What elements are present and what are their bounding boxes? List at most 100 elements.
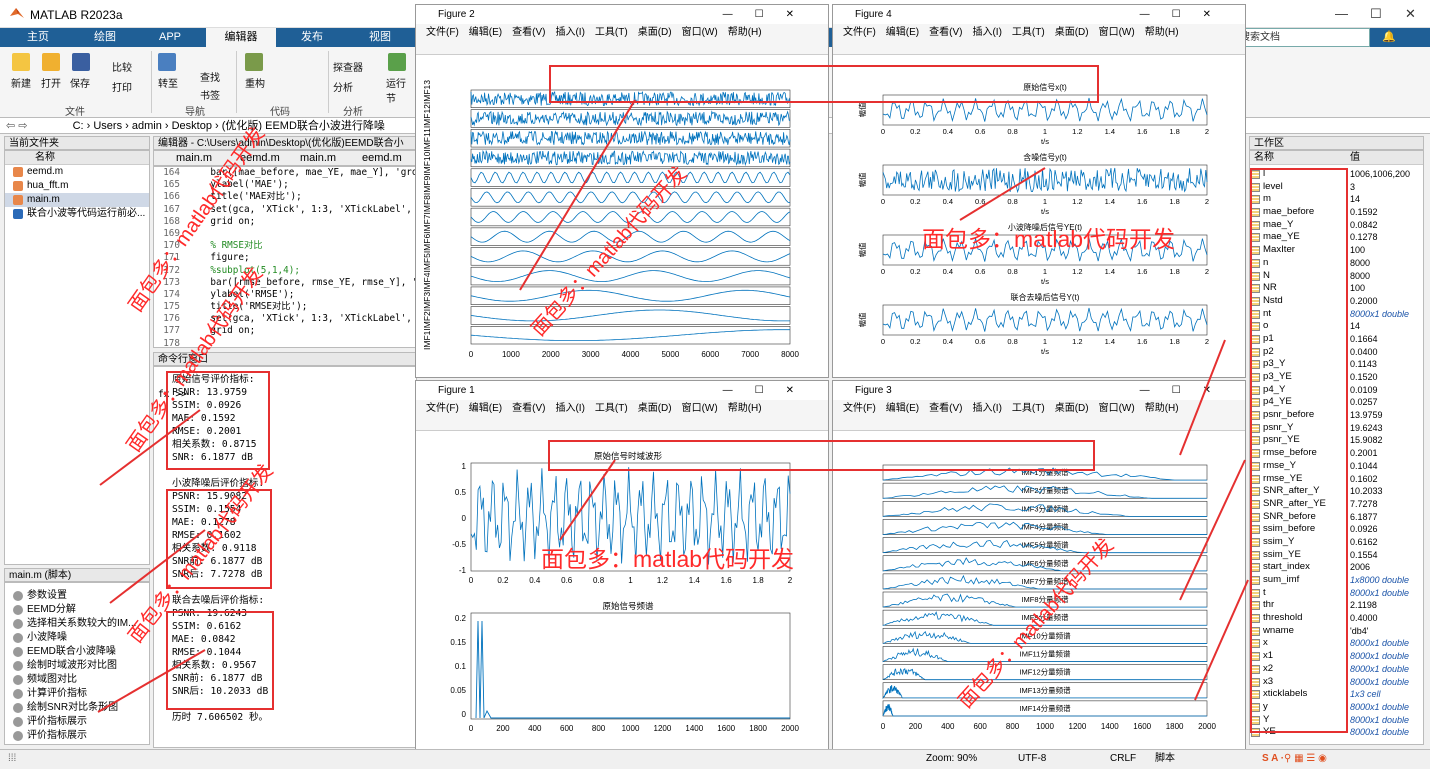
figure-4-window[interactable]: Figure 4 —☐✕ 文件(F) 编辑(E) 查看(V) 插入(I) 工具(T) 桌面(D… <box>832 4 1246 378</box>
window-controls-icon[interactable]: —☐✕ <box>722 9 816 20</box>
bell-icon[interactable]: 🔔 <box>1382 31 1396 43</box>
figure-menu-item[interactable]: 查看(V) <box>929 27 963 38</box>
figure-menu-item[interactable]: 查看(V) <box>512 403 546 414</box>
save-button[interactable]: 保存 <box>70 79 90 90</box>
code-line[interactable]: 170 % RMSE对比 <box>154 240 416 252</box>
figure-menu-item[interactable]: 窗口(W) <box>681 403 718 414</box>
code-line[interactable]: 174 ylabel('RMSE'); <box>154 289 416 301</box>
figure-menu-item[interactable]: 查看(V) <box>929 403 963 414</box>
figure-toolbar[interactable] <box>833 417 1245 431</box>
close-icon[interactable]: ✕ <box>1405 6 1416 21</box>
figure-menu-item[interactable]: 桌面(D) <box>1054 403 1089 414</box>
path-segment[interactable]: Desktop <box>171 120 212 132</box>
resize-grip-icon[interactable]: ⁞⁞⁞ <box>8 753 17 764</box>
find-button[interactable]: 查找 <box>200 73 220 84</box>
figure-menu-item[interactable]: 文件(F) <box>843 403 876 414</box>
figure-menu-item[interactable]: 窗口(W) <box>1098 403 1135 414</box>
figure-menu-item[interactable]: 编辑(E) <box>468 27 503 38</box>
file-item[interactable]: eemd.m <box>5 165 149 179</box>
analyze-button[interactable]: 分析 <box>333 83 353 94</box>
figure-titlebar[interactable]: Figure 1 —☐✕ <box>416 381 828 400</box>
column-name-header[interactable]: 名称 <box>1254 152 1274 163</box>
figure-2-window[interactable]: Figure 2 —☐✕ 文件(F) 编辑(E) 查看(V) 插入(I) 工具(T) 桌面(D… <box>415 4 829 378</box>
compare-button[interactable]: 比较 <box>112 63 132 74</box>
minimize-icon[interactable]: — <box>1335 6 1348 21</box>
outline-item[interactable]: 小波降噪 <box>5 631 149 645</box>
print-button[interactable]: 打印 <box>112 83 132 94</box>
outline-item[interactable]: 选择相关系数较大的IM... <box>5 617 149 631</box>
path-segment[interactable]: (优化版) EEMD联合小波进行降噪 <box>221 120 385 132</box>
editor-tab[interactable]: eemd.m <box>362 152 402 164</box>
code-line[interactable]: 173 bar([rmse_before, rmse_YE, rmse_Y], … <box>154 277 416 289</box>
goto-icon[interactable] <box>158 53 176 71</box>
code-line[interactable]: 166 title('MAE对比'); <box>154 191 416 203</box>
ime-toolbar-icon[interactable]: S A ·⚲ ▦ ☰ ◉ <box>1262 753 1327 764</box>
figure-menu-item[interactable]: 编辑(E) <box>885 403 920 414</box>
file-item[interactable]: main.m <box>5 193 149 207</box>
code-line[interactable]: 168 grid on; <box>154 216 416 228</box>
code-line[interactable]: 165 ylabel('MAE'); <box>154 179 416 191</box>
figure-menu-item[interactable]: 文件(F) <box>426 27 459 38</box>
figure-menu-item[interactable]: 工具(T) <box>1011 27 1045 38</box>
refactor-button[interactable]: 重构 <box>245 79 265 90</box>
editor-tab[interactable]: main.m <box>300 152 337 164</box>
figure-menu-item[interactable]: 查看(V) <box>512 27 546 38</box>
figure-menu-item[interactable]: 帮助(H) <box>1144 403 1179 414</box>
profiler-button[interactable]: 探查器 <box>333 63 363 74</box>
figure-menu-item[interactable]: 窗口(W) <box>681 27 718 38</box>
figure-menu-item[interactable]: 桌面(D) <box>637 27 672 38</box>
command-window-header[interactable]: 命令行窗口 <box>153 352 417 366</box>
maximize-icon[interactable]: ☐ <box>1370 6 1382 21</box>
code-line[interactable]: 172 %subplot(5,1,4); <box>154 265 416 277</box>
editor-tab[interactable]: main.m <box>176 152 213 164</box>
code-line[interactable]: 175 title('RMSE对比'); <box>154 301 416 313</box>
code-line[interactable]: 178 <box>154 338 416 347</box>
search-input[interactable]: 搜索文档 <box>1235 28 1370 47</box>
current-folder-header[interactable]: 当前文件夹 <box>4 136 150 150</box>
open-folder-icon[interactable] <box>42 53 60 71</box>
window-controls-icon[interactable]: —☐✕ <box>1139 9 1233 20</box>
refactor-icon[interactable] <box>245 53 263 71</box>
figure-menu-item[interactable]: 帮助(H) <box>1144 27 1179 38</box>
figure-toolbar[interactable] <box>416 41 828 55</box>
figure-toolbar[interactable] <box>833 41 1245 55</box>
figure-menu-item[interactable]: 桌面(D) <box>637 403 672 414</box>
figure-menu-item[interactable]: 编辑(E) <box>885 27 920 38</box>
code-line[interactable]: 169 <box>154 228 416 240</box>
path-segment[interactable]: admin <box>131 120 162 132</box>
bookmark-button[interactable]: 书签 <box>200 91 220 102</box>
code-editor[interactable]: 164 bar([mae_before, mae_YE, mae_Y], 'gr… <box>153 166 417 348</box>
figure-menu-item[interactable]: 编辑(E) <box>468 403 503 414</box>
tab-apps[interactable]: APP <box>158 31 181 43</box>
search-icon[interactable]: ⌕ <box>1352 30 1359 42</box>
figure-canvas[interactable]: 原始信号时域波形 0 0.2 0.4 0.6 0.8 1 1.2 1.4 1.6 1.8 2 1 0.5 0… <box>416 431 828 753</box>
code-line[interactable]: 176 set(gca, 'XTick', 1:3, 'XTickLabel',… <box>154 313 416 325</box>
outline-item[interactable]: EEMD联合小波降噪 <box>5 645 149 659</box>
code-line[interactable]: 167 set(gca, 'XTick', 1:3, 'XTickLabel',… <box>154 204 416 216</box>
figure-menu-item[interactable]: 帮助(H) <box>727 27 762 38</box>
workspace-header[interactable]: 工作区 <box>1249 136 1424 150</box>
figure-menu-item[interactable]: 插入(I) <box>555 27 585 38</box>
outline-item[interactable]: 评价指标展示 <box>5 729 149 743</box>
new-button[interactable]: 新建 <box>11 79 31 90</box>
outline-item[interactable]: 频域图对比 <box>5 673 149 687</box>
command-prompt[interactable]: fx >> <box>158 389 187 400</box>
outline-item[interactable]: 参数设置 <box>5 589 149 603</box>
outline-item[interactable]: 评价指标展示 <box>5 715 149 729</box>
tab-view[interactable]: 视图 <box>369 31 391 43</box>
outline-item[interactable]: 绘制SNR对比条形图 <box>5 701 149 715</box>
figure-1-window[interactable]: Figure 1 —☐✕ 文件(F) 编辑(E) 查看(V) 插入(I) 工具(T) 桌面(D… <box>415 380 829 754</box>
figure-3-window[interactable]: Figure 3 —☐✕ 文件(F) 编辑(E) 查看(V) 插入(I) 工具(T) 桌面(D… <box>832 380 1246 754</box>
window-controls-icon[interactable]: —☐✕ <box>1139 385 1233 396</box>
file-item[interactable]: hua_fft.m <box>5 179 149 193</box>
outline-item[interactable]: 计算评价指标 <box>5 687 149 701</box>
figure-menu-item[interactable]: 帮助(H) <box>727 403 762 414</box>
tab-publish[interactable]: 发布 <box>301 31 323 43</box>
file-item[interactable]: 联合小波等代码运行前必... <box>5 207 149 221</box>
figure-menu-item[interactable]: 桌面(D) <box>1054 27 1089 38</box>
column-name-header[interactable]: 名称 <box>5 151 149 165</box>
code-line[interactable]: 164 bar([mae_before, mae_YE, mae_Y], 'gr… <box>154 167 416 179</box>
figure-menu-item[interactable]: 文件(F) <box>426 403 459 414</box>
figure-titlebar[interactable]: Figure 3 —☐✕ <box>833 381 1245 400</box>
figure-menu-item[interactable]: 窗口(W) <box>1098 27 1135 38</box>
